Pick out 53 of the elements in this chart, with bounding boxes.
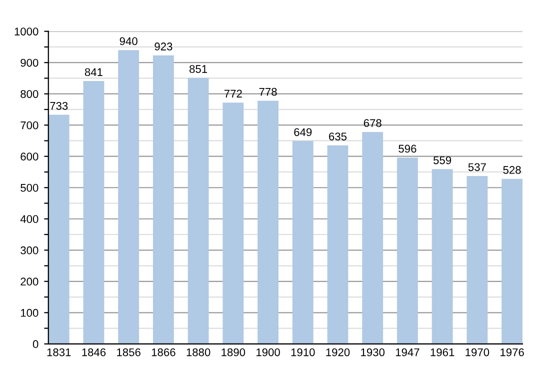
x-tick-label: 1920	[326, 348, 350, 356]
data-label: 528	[503, 166, 521, 174]
data-label: 733	[50, 102, 68, 110]
x-tick-label: 1880	[186, 348, 210, 356]
y-tick-label: 500	[20, 184, 38, 192]
bar	[362, 132, 384, 344]
data-label: 851	[190, 65, 208, 73]
x-tick-label: 1866	[152, 348, 176, 356]
data-label: 841	[84, 68, 102, 76]
x-tick-label: 1910	[291, 348, 315, 356]
x-tick-label: 1930	[361, 348, 385, 356]
x-tick-label: 1947	[396, 348, 420, 356]
y-tick-label: 800	[20, 90, 38, 98]
data-label: 940	[120, 37, 138, 46]
x-tick-label: 1856	[117, 348, 140, 356]
data-label: 923	[154, 42, 172, 50]
x-tick-label: 1970	[466, 348, 490, 356]
bar	[466, 176, 488, 344]
x-tick-label: 1846	[82, 348, 106, 356]
y-tick-label: 0	[32, 340, 38, 348]
y-tick-label: 200	[20, 278, 38, 286]
bar	[502, 178, 522, 344]
bar	[432, 169, 453, 344]
bar	[83, 81, 104, 344]
data-label: 778	[259, 88, 277, 96]
data-label: 649	[294, 128, 312, 136]
y-tick-label: 300	[20, 246, 38, 254]
bar	[188, 78, 209, 344]
data-label: 635	[329, 132, 347, 140]
data-label: 772	[224, 90, 242, 98]
data-label: 596	[398, 144, 416, 153]
x-tick-label: 1831	[47, 348, 71, 356]
y-tick-label: 600	[20, 152, 38, 160]
x-tick-label: 1890	[222, 348, 246, 356]
bar	[118, 50, 140, 344]
x-tick-label: 1976	[500, 348, 524, 356]
bar	[258, 100, 278, 344]
bar	[397, 158, 418, 344]
x-tick-label: 1900	[256, 348, 280, 356]
y-tick-label: 400	[20, 215, 38, 224]
data-label: 678	[364, 119, 382, 128]
bar	[152, 55, 174, 344]
y-tick-label: 100	[20, 308, 38, 317]
y-tick-label: 700	[20, 121, 38, 130]
bar	[292, 141, 314, 344]
bar	[48, 114, 70, 344]
y-tick-label: 900	[20, 58, 38, 67]
y-tick-label: 1000	[14, 28, 38, 36]
data-label: 537	[468, 163, 486, 172]
bar	[222, 102, 244, 344]
data-label: 559	[434, 156, 452, 164]
x-tick-label: 1961	[430, 348, 454, 356]
bar	[327, 145, 348, 344]
